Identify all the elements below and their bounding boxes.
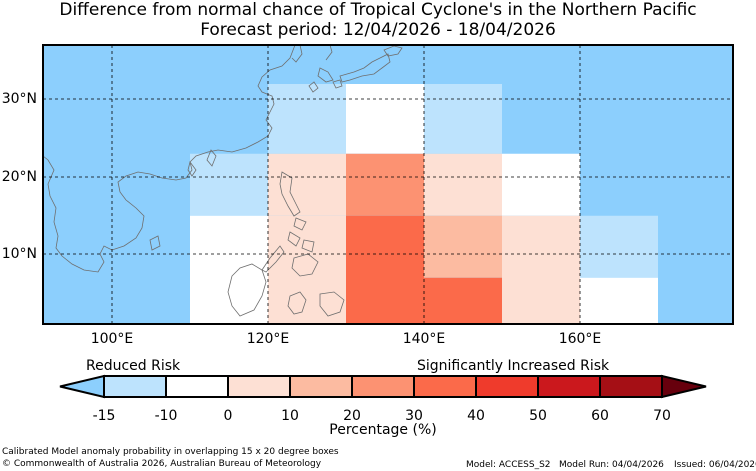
anomaly-cell (268, 84, 346, 154)
footer-issued: Issued: 06/04/2026 (674, 460, 756, 470)
footer-model: Model: ACCESS_S2 (466, 460, 551, 470)
footer-copyright: © Commonwealth of Australia 2026, Austra… (2, 459, 322, 469)
legend-tick-label: 50 (529, 408, 547, 424)
lat-label-30n: 30°N (1, 91, 37, 107)
anomaly-cell (346, 153, 424, 216)
legend-swatch (227, 375, 291, 398)
legend-tick-label: 70 (653, 408, 671, 424)
anomaly-cell (424, 215, 502, 278)
anomaly-cell (424, 277, 502, 324)
anomaly-cell (502, 153, 580, 216)
legend-tick-label: 20 (343, 408, 361, 424)
anomaly-cell (346, 84, 424, 154)
lon-label-100e: 100°E (90, 331, 134, 347)
footer-model-run: Model Run: 04/04/2026 (559, 460, 664, 470)
map-title: Difference from normal chance of Tropica… (59, 0, 697, 20)
legend-swatch (599, 375, 663, 398)
increased-risk-label: Significantly Increased Risk (417, 358, 610, 374)
legend-tick-label: -10 (154, 408, 178, 424)
anomaly-cell (580, 277, 658, 324)
legend-tick-label: -15 (92, 408, 116, 424)
legend-tick-label: 0 (223, 408, 233, 424)
legend-low-extension (59, 374, 105, 399)
lat-label-20n: 20°N (1, 169, 37, 185)
legend-swatch (413, 375, 477, 398)
legend-swatch (103, 375, 167, 398)
lon-label-140e: 140°E (402, 331, 446, 347)
legend-unit-label: Percentage (%) (329, 422, 437, 438)
anomaly-cell (424, 153, 502, 216)
legend-swatch (165, 375, 229, 398)
anomaly-cell (502, 215, 580, 324)
reduced-risk-label: Reduced Risk (86, 358, 181, 374)
legend-tick-label: 40 (467, 408, 485, 424)
lat-label-10n: 10°N (1, 246, 37, 262)
anomaly-cell (346, 215, 424, 324)
footer-description: Calibrated Model anomaly probability in … (2, 447, 339, 457)
legend-high-extension (661, 374, 707, 399)
color-legend (59, 374, 707, 399)
anomaly-cell (424, 84, 502, 154)
anomaly-cell (268, 215, 346, 324)
legend-swatch (351, 375, 415, 398)
legend-tick-label: 60 (591, 408, 609, 424)
anomaly-cell (190, 215, 268, 324)
graticule (43, 45, 733, 324)
legend-tick-label: 30 (405, 408, 423, 424)
legend-swatch (475, 375, 539, 398)
anomaly-cell (268, 153, 346, 216)
forecast-period: Forecast period: 12/04/2026 - 18/04/2026 (200, 20, 556, 40)
legend-tick-label: 10 (281, 408, 299, 424)
map-frame (42, 44, 734, 325)
anomaly-cell (190, 153, 268, 216)
coastline (42, 44, 403, 317)
legend-swatch (289, 375, 353, 398)
anomaly-cell (580, 215, 658, 278)
legend-swatch (537, 375, 601, 398)
lon-label-120e: 120°E (246, 331, 290, 347)
lon-label-160e: 160°E (558, 331, 602, 347)
